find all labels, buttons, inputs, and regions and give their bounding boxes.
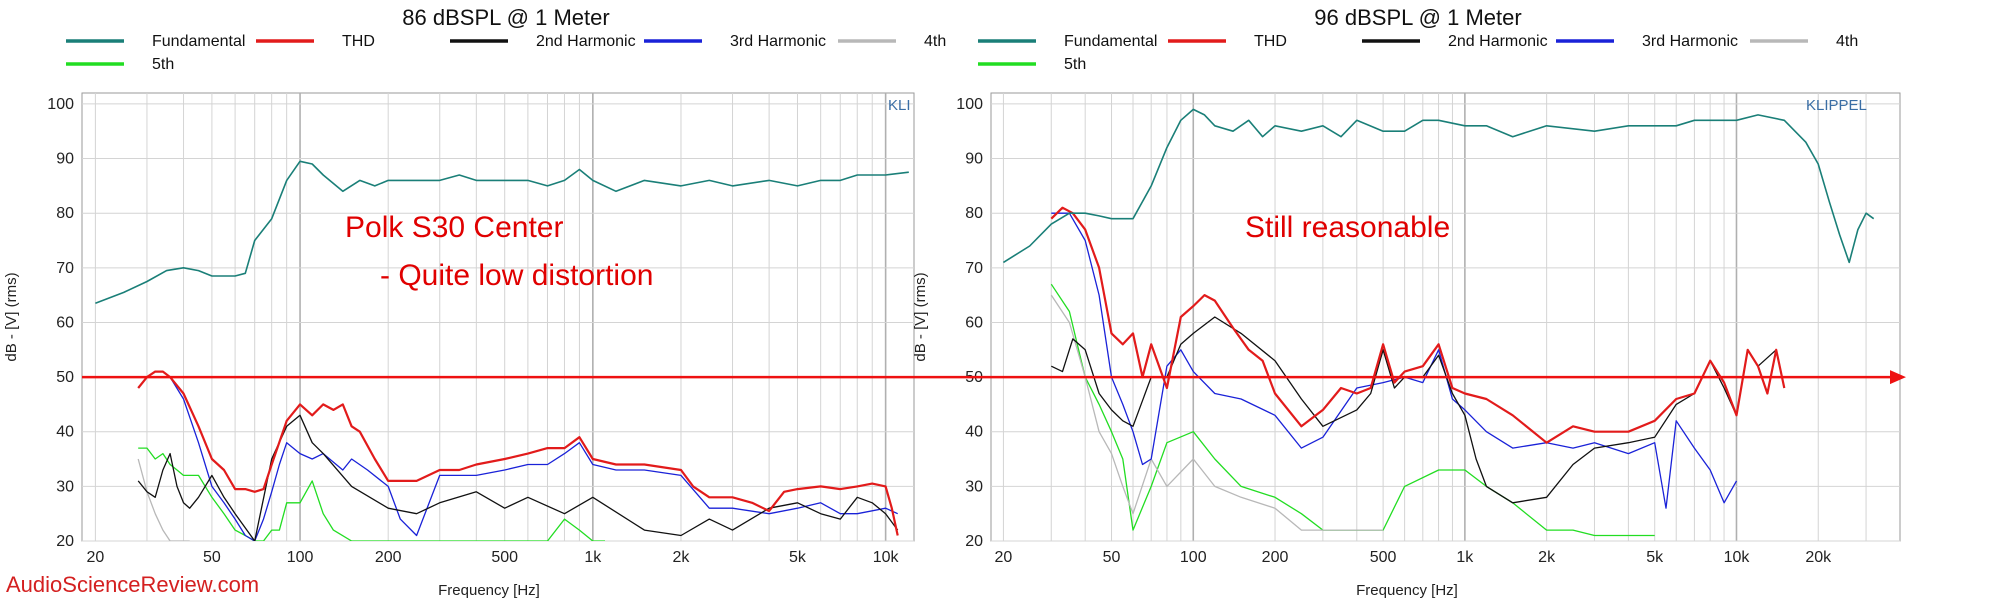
x-tick-label: 50 — [1103, 549, 1121, 566]
series-line-thd — [1050, 206, 1786, 444]
x-tick-label: 100 — [1180, 549, 1207, 566]
y-axis-label: dB - [V] (rms) — [3, 272, 20, 361]
y-tick-label: 90 — [965, 151, 983, 168]
x-axis-label: Frequency [Hz] — [438, 582, 540, 599]
legend: Fundamental THD 2nd Harmonic 3rd Harmonic 4t… — [978, 33, 1858, 73]
series-line-3rd-harmonic — [137, 370, 898, 541]
legend-label: Fundamental — [152, 33, 245, 50]
x-tick-label: 100 — [287, 549, 314, 566]
x-tick-label: 20 — [995, 549, 1013, 566]
x-tick-label: 20k — [1805, 549, 1832, 566]
legend-label: 5th — [1064, 56, 1086, 73]
series-group — [95, 160, 909, 541]
x-tick-label: 5k — [1646, 549, 1664, 566]
y-tick-label: 60 — [965, 314, 983, 331]
series-line-fundamental — [95, 160, 909, 305]
chart-title: 96 dBSPL @ 1 Meter — [1314, 5, 1521, 30]
legend: Fundamental THD 2nd Harmonic 3rd Harmonic 4t… — [66, 33, 946, 73]
grid-lines — [991, 93, 1900, 542]
y-tick-label: 90 — [56, 151, 74, 168]
series-line-2nd-harmonic — [137, 414, 899, 541]
y-tick-label: 70 — [965, 260, 983, 277]
x-tick-label: 500 — [1370, 549, 1397, 566]
chart-panel-86db: 20 30 40 50 60 70 80 90 100 20 50 100 200 500 1k 2k 5k 10… — [3, 5, 946, 599]
legend-label: 3rd Harmonic — [1642, 33, 1738, 50]
chart-title: 86 dBSPL @ 1 Meter — [402, 5, 609, 30]
series-line-4th — [1050, 294, 1384, 531]
x-tick-label: 10k — [873, 549, 900, 566]
x-tick-label: 1k — [584, 549, 602, 566]
legend-label: THD — [342, 33, 375, 50]
klippel-badge: KLIPPEL — [1806, 97, 1867, 114]
y-tick-label: 80 — [965, 205, 983, 222]
series-line-3rd-harmonic — [1051, 212, 1738, 509]
x-tick-label: 50 — [203, 549, 221, 566]
annotation-text: Still reasonable — [1245, 211, 1450, 244]
legend-label: 5th — [152, 56, 174, 73]
y-tick-label: 100 — [956, 96, 983, 113]
legend-label: THD — [1254, 33, 1287, 50]
plot-area — [990, 92, 1901, 542]
series-group — [1002, 108, 1875, 537]
legend-label: 4th — [1836, 33, 1858, 50]
y-tick-label: 60 — [56, 314, 74, 331]
x-tick-label: 2k — [673, 549, 691, 566]
klippel-badge: KLI — [888, 97, 911, 114]
y-tick-label: 80 — [56, 205, 74, 222]
y-axis-label: dB - [V] (rms) — [912, 272, 929, 361]
series-line-thd — [137, 370, 899, 536]
legend-label: 2nd Harmonic — [1448, 33, 1548, 50]
x-tick-label: 20 — [86, 549, 104, 566]
x-axis-label: Frequency [Hz] — [1356, 582, 1458, 599]
y-tick-label: 20 — [56, 533, 74, 550]
legend-label: 3rd Harmonic — [730, 33, 826, 50]
x-tick-label: 10k — [1724, 549, 1751, 566]
x-tick-label: 200 — [1262, 549, 1289, 566]
series-line-5th — [138, 447, 605, 541]
plot-area — [81, 92, 915, 542]
x-tick-label: 5k — [789, 549, 807, 566]
watermark-text: AudioScienceReview.com — [6, 572, 260, 597]
y-tick-label: 30 — [965, 478, 983, 495]
annotation-text: - Quite low distortion — [380, 259, 653, 292]
series-line-fundamental — [1002, 108, 1875, 264]
y-tick-label: 30 — [56, 478, 74, 495]
legend-label: 2nd Harmonic — [536, 33, 636, 50]
series-line-4th — [137, 458, 190, 541]
annotation-text: Polk S30 Center — [345, 211, 563, 244]
x-tick-label: 500 — [491, 549, 518, 566]
x-tick-label: 200 — [375, 549, 402, 566]
x-tick-label: 1k — [1456, 549, 1474, 566]
y-tick-label: 40 — [965, 424, 983, 441]
y-tick-label: 70 — [56, 260, 74, 277]
reference-arrow-head — [1890, 370, 1906, 385]
legend-label: Fundamental — [1064, 33, 1157, 50]
x-tick-label: 2k — [1538, 549, 1556, 566]
y-tick-label: 100 — [47, 96, 74, 113]
y-tick-label: 50 — [56, 369, 74, 386]
y-tick-label: 20 — [965, 533, 983, 550]
legend-label: 4th — [924, 33, 946, 50]
y-tick-label: 40 — [56, 424, 74, 441]
